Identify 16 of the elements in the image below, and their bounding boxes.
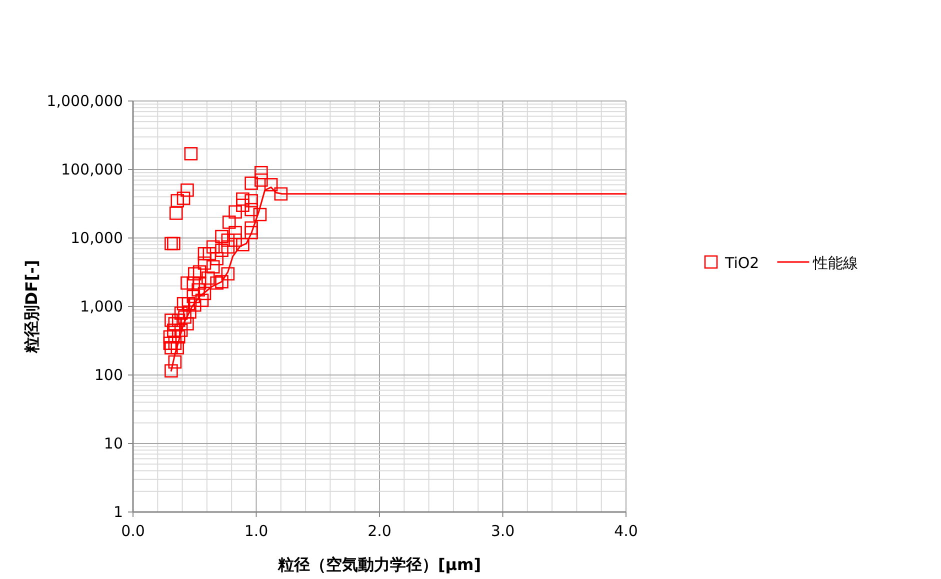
x-axis-title: 粒径（空気動力学径）[μm]	[276, 555, 482, 574]
y-tick-label: 100	[94, 366, 123, 384]
y-tick-label: 10	[104, 434, 123, 452]
y-tick-label: 1,000	[80, 298, 123, 316]
y-tick-label: 10,000	[70, 229, 123, 247]
x-tick-label: 1.0	[244, 522, 268, 540]
x-tick-label: 4.0	[614, 522, 638, 540]
y-axis-title: 粒径別DF[-]	[22, 260, 41, 354]
x-tick-label: 3.0	[490, 522, 515, 540]
y-tick-label: 1	[113, 503, 123, 521]
y-tick-label: 1,000,000	[46, 92, 123, 110]
x-tick-label: 2.0	[368, 522, 392, 540]
legend-label: 性能線	[812, 254, 858, 272]
y-tick-label: 100,000	[60, 160, 123, 178]
legend-label: TiO2	[724, 254, 760, 272]
x-tick-label: 0.0	[121, 522, 145, 540]
